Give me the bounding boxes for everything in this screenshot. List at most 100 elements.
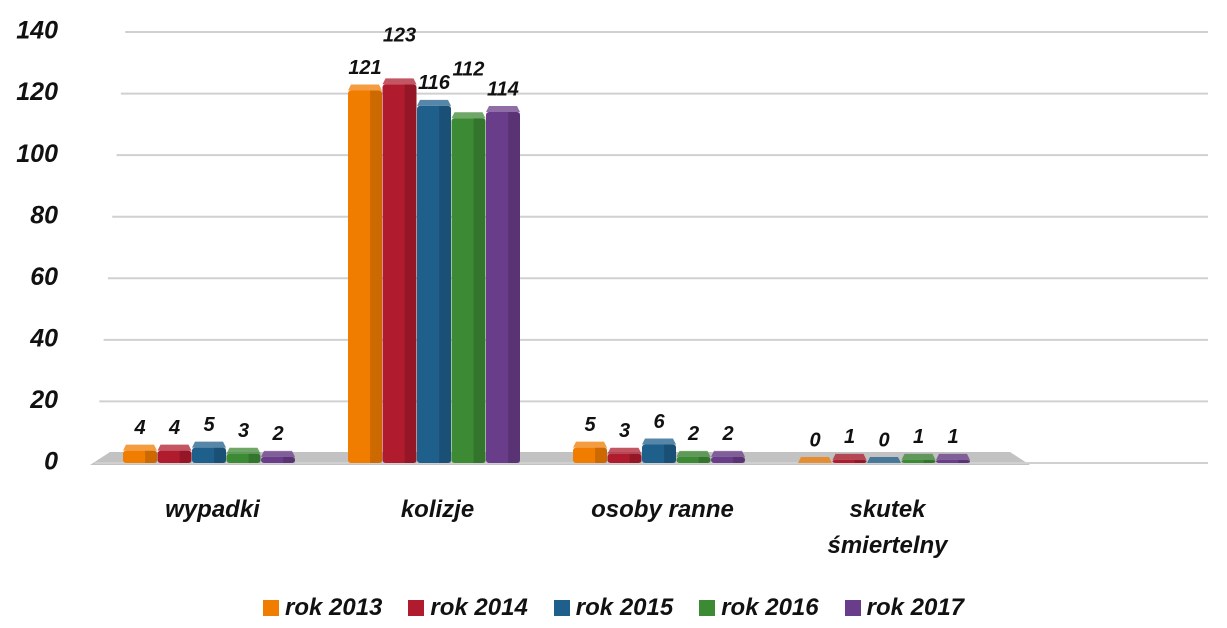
- value-label: 123: [383, 25, 416, 47]
- bar: [451, 118, 486, 463]
- bar-group: [226, 447, 261, 463]
- bar: [123, 450, 157, 463]
- x-tick-label: skutek śmiertelny: [827, 496, 948, 559]
- legend-label: rok 2013: [284, 594, 383, 621]
- value-label: 1: [947, 426, 958, 448]
- bar-group: [486, 106, 520, 464]
- bar-top: [642, 438, 676, 445]
- bar: [157, 450, 192, 463]
- value-label: 2: [271, 423, 283, 445]
- value-label: 114: [487, 78, 519, 100]
- bar-group: [573, 441, 607, 463]
- legend-swatch: [262, 600, 279, 616]
- legend-item: rok 2013: [262, 594, 383, 622]
- bar-group: [451, 112, 486, 463]
- bar-group: [936, 453, 970, 463]
- bar-group: [348, 84, 382, 463]
- legend-label: rok 2014: [430, 594, 528, 621]
- bar-top: [382, 78, 417, 85]
- bar-shade: [473, 118, 486, 463]
- value-label: 121: [348, 57, 381, 79]
- bar-shade: [439, 105, 451, 463]
- y-tick-label: 100: [16, 140, 58, 168]
- bar: [607, 453, 642, 463]
- bar-group: [711, 450, 745, 463]
- bar: [711, 456, 745, 463]
- bar-top: [486, 106, 520, 113]
- bar-group: [123, 444, 157, 463]
- value-label: 4: [168, 417, 180, 439]
- bar-group: [676, 450, 711, 463]
- legend-item: rok 2014: [408, 594, 528, 622]
- bar: [832, 459, 867, 463]
- y-tick-label: 60: [30, 263, 58, 291]
- value-label: 112: [453, 58, 485, 80]
- bar-shade: [733, 456, 745, 463]
- bar-group: [607, 447, 642, 463]
- bar-shade: [248, 453, 261, 463]
- bar-top: [226, 447, 261, 454]
- bar-top: [261, 450, 295, 457]
- bar-top: [451, 112, 486, 119]
- bar-top: [157, 444, 192, 451]
- floor: [90, 452, 1030, 465]
- value-label: 0: [809, 429, 820, 451]
- bar: [486, 112, 520, 464]
- x-tick-label: wypadki: [165, 496, 260, 523]
- bar-shade: [283, 456, 295, 463]
- bar-shade: [145, 450, 157, 463]
- bar: [348, 90, 382, 463]
- bar-shade: [179, 450, 192, 463]
- value-label: 3: [619, 420, 630, 442]
- bar-group: [417, 99, 451, 463]
- bar-group: [642, 438, 676, 463]
- bar-group: [867, 457, 901, 464]
- value-label: 5: [203, 414, 215, 436]
- bar: [382, 84, 417, 463]
- bar: [261, 456, 295, 463]
- value-label: 6: [653, 411, 665, 433]
- bar-shade: [854, 459, 867, 463]
- bar: [936, 459, 970, 463]
- y-tick-label: 120: [16, 78, 58, 106]
- bar-shade: [923, 459, 936, 463]
- bar-shade: [698, 456, 711, 463]
- bar-shade: [629, 453, 642, 463]
- bar-top: [711, 450, 745, 457]
- bar-shade: [595, 447, 607, 463]
- value-label: 2: [721, 423, 733, 445]
- bar-top: [676, 450, 711, 457]
- y-tick-label: 80: [30, 201, 58, 229]
- x-tick-label: osoby ranne: [591, 496, 734, 523]
- bar-group: [798, 457, 832, 464]
- bar-top: [123, 444, 157, 451]
- legend-item: rok 2017: [844, 594, 965, 622]
- bar-top: [192, 441, 226, 448]
- bar-group: [261, 450, 295, 463]
- bar-group: [901, 453, 936, 463]
- bar-top: [832, 453, 867, 460]
- value-label: 116: [418, 72, 451, 94]
- legend-swatch: [844, 600, 861, 616]
- bar-top: [348, 84, 382, 91]
- bar-shade: [508, 112, 520, 464]
- bar-shade: [404, 84, 417, 463]
- legend-swatch: [408, 600, 425, 616]
- bar-group: [382, 78, 417, 463]
- legend-swatch: [699, 600, 716, 616]
- bar-top: [417, 99, 451, 106]
- bar: [226, 453, 261, 463]
- legend-item: rok 2016: [699, 594, 819, 622]
- bar-top: [901, 453, 936, 460]
- y-tick-label: 0: [44, 448, 58, 476]
- legend-item: rok 2015: [553, 594, 673, 622]
- bar-shade: [370, 90, 382, 463]
- y-tick-label: 140: [16, 17, 58, 45]
- bar-top: [867, 457, 901, 463]
- value-label: 4: [133, 417, 145, 439]
- bar-group: [157, 444, 192, 463]
- value-label: 5: [584, 414, 596, 436]
- bar: [676, 456, 711, 463]
- legend-label: rok 2017: [866, 594, 965, 621]
